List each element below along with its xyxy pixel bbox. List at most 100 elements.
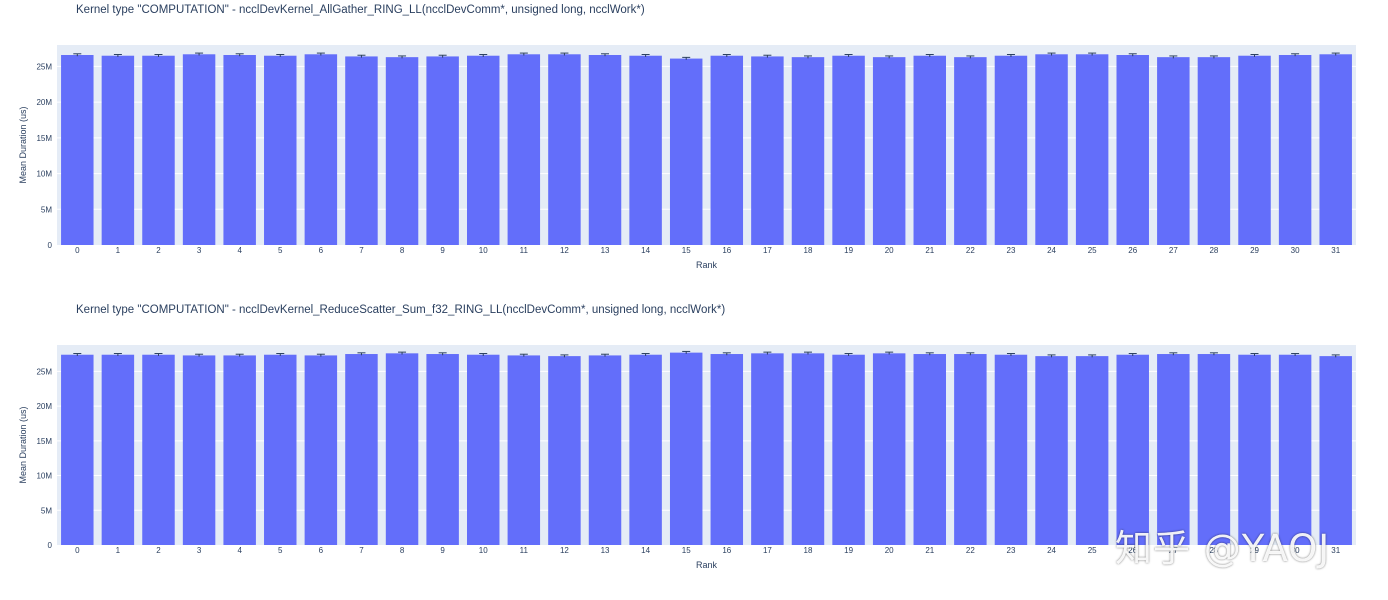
x-tick-label: 4 bbox=[237, 546, 242, 555]
x-tick-label: 9 bbox=[440, 546, 445, 555]
bar-rank-19 bbox=[832, 55, 865, 245]
bar-rank-4 bbox=[223, 55, 256, 245]
bar-rank-24 bbox=[1035, 356, 1068, 545]
bar-rank-14 bbox=[629, 354, 662, 545]
bar-rank-25 bbox=[1075, 356, 1109, 545]
x-tick-label: 18 bbox=[804, 546, 813, 555]
bar-rank-28 bbox=[1197, 354, 1231, 545]
bar-rank-20 bbox=[872, 57, 906, 246]
bar-rank-13 bbox=[588, 55, 622, 245]
chart-title: Kernel type "COMPUTATION" - ncclDevKerne… bbox=[76, 4, 645, 16]
x-tick-label: 2 bbox=[156, 546, 161, 555]
y-tick-label: 5M bbox=[41, 506, 52, 515]
chart-title: Kernel type "COMPUTATION" - ncclDevKerne… bbox=[76, 304, 726, 316]
y-tick-label: 25M bbox=[36, 62, 52, 71]
bar-rank-22 bbox=[954, 57, 987, 246]
chart-reducescatter: Kernel type "COMPUTATION" - ncclDevKerne… bbox=[0, 300, 1388, 600]
x-tick-label: 29 bbox=[1250, 546, 1259, 555]
x-tick-label: 30 bbox=[1291, 246, 1300, 255]
bar-rank-21 bbox=[913, 354, 947, 545]
bar-rank-26 bbox=[1116, 55, 1149, 245]
bar-rank-3 bbox=[182, 54, 216, 246]
x-tick-label: 8 bbox=[400, 246, 405, 255]
bar-rank-0 bbox=[61, 354, 94, 545]
bar-rank-30 bbox=[1278, 354, 1312, 545]
x-tick-label: 21 bbox=[925, 546, 934, 555]
x-tick-label: 15 bbox=[682, 546, 691, 555]
bar-rank-8 bbox=[385, 353, 419, 545]
bar-rank-18 bbox=[791, 57, 825, 246]
y-tick-label: 15M bbox=[36, 134, 52, 143]
y-tick-label: 5M bbox=[41, 205, 52, 214]
bar-rank-31 bbox=[1319, 54, 1352, 246]
x-tick-label: 5 bbox=[278, 546, 283, 555]
x-tick-label: 28 bbox=[1209, 546, 1218, 555]
bar-rank-15 bbox=[669, 58, 703, 246]
x-tick-label: 13 bbox=[601, 246, 610, 255]
x-tick-label: 23 bbox=[1007, 246, 1016, 255]
x-tick-label: 13 bbox=[601, 546, 610, 555]
bar-rank-23 bbox=[994, 354, 1028, 545]
x-tick-label: 25 bbox=[1088, 546, 1097, 555]
bar-rank-29 bbox=[1238, 55, 1271, 245]
x-tick-label: 20 bbox=[885, 246, 894, 255]
x-tick-label: 4 bbox=[237, 246, 242, 255]
y-tick-label: 0 bbox=[48, 241, 53, 250]
bar-rank-5 bbox=[264, 55, 297, 245]
bar-rank-28 bbox=[1197, 57, 1231, 246]
x-tick-label: 3 bbox=[197, 246, 202, 255]
y-tick-label: 10M bbox=[36, 170, 52, 179]
bar-rank-24 bbox=[1035, 54, 1068, 246]
x-tick-label: 17 bbox=[763, 246, 772, 255]
x-tick-label: 3 bbox=[197, 546, 202, 555]
x-tick-label: 14 bbox=[641, 246, 650, 255]
x-tick-label: 0 bbox=[75, 246, 80, 255]
x-tick-label: 28 bbox=[1209, 246, 1218, 255]
bar-rank-5 bbox=[264, 354, 297, 545]
x-tick-label: 23 bbox=[1007, 546, 1016, 555]
x-tick-label: 20 bbox=[885, 546, 894, 555]
bar-rank-22 bbox=[954, 354, 987, 545]
bar-rank-3 bbox=[182, 355, 216, 545]
bar-rank-12 bbox=[548, 54, 581, 246]
y-axis-title: Mean Duration (us) bbox=[18, 406, 28, 483]
x-tick-label: 5 bbox=[278, 246, 283, 255]
bar-rank-2 bbox=[142, 55, 175, 245]
bar-rank-19 bbox=[832, 354, 865, 545]
x-axis-title: Rank bbox=[696, 260, 718, 270]
y-tick-label: 10M bbox=[36, 472, 52, 481]
bar-rank-11 bbox=[507, 355, 541, 545]
bar-rank-13 bbox=[588, 355, 622, 545]
bar-rank-31 bbox=[1319, 356, 1352, 545]
x-tick-label: 25 bbox=[1088, 246, 1097, 255]
x-tick-label: 24 bbox=[1047, 246, 1056, 255]
bar-rank-1 bbox=[101, 55, 135, 245]
x-tick-label: 0 bbox=[75, 546, 80, 555]
x-tick-label: 19 bbox=[844, 246, 853, 255]
bar-rank-2 bbox=[142, 354, 175, 545]
bar-rank-10 bbox=[466, 55, 500, 245]
y-axis-title: Mean Duration (us) bbox=[18, 106, 28, 183]
bar-rank-9 bbox=[426, 354, 459, 545]
x-tick-label: 11 bbox=[520, 546, 529, 555]
bar-rank-16 bbox=[710, 55, 744, 245]
x-tick-label: 9 bbox=[440, 246, 445, 255]
x-tick-label: 6 bbox=[319, 246, 324, 255]
y-tick-label: 20M bbox=[36, 402, 52, 411]
x-tick-label: 22 bbox=[966, 546, 975, 555]
bar-rank-27 bbox=[1157, 57, 1190, 246]
x-tick-label: 16 bbox=[722, 246, 731, 255]
x-tick-label: 2 bbox=[156, 246, 161, 255]
y-tick-label: 15M bbox=[36, 437, 52, 446]
x-tick-label: 15 bbox=[682, 246, 691, 255]
bar-rank-12 bbox=[548, 356, 581, 545]
x-tick-label: 10 bbox=[479, 546, 488, 555]
x-tick-label: 6 bbox=[319, 546, 324, 555]
bar-rank-29 bbox=[1238, 354, 1271, 545]
x-tick-label: 7 bbox=[359, 246, 364, 255]
bar-rank-27 bbox=[1157, 354, 1190, 545]
bar-rank-30 bbox=[1278, 55, 1312, 245]
x-tick-label: 30 bbox=[1291, 546, 1300, 555]
y-tick-label: 20M bbox=[36, 98, 52, 107]
x-tick-label: 1 bbox=[116, 246, 121, 255]
